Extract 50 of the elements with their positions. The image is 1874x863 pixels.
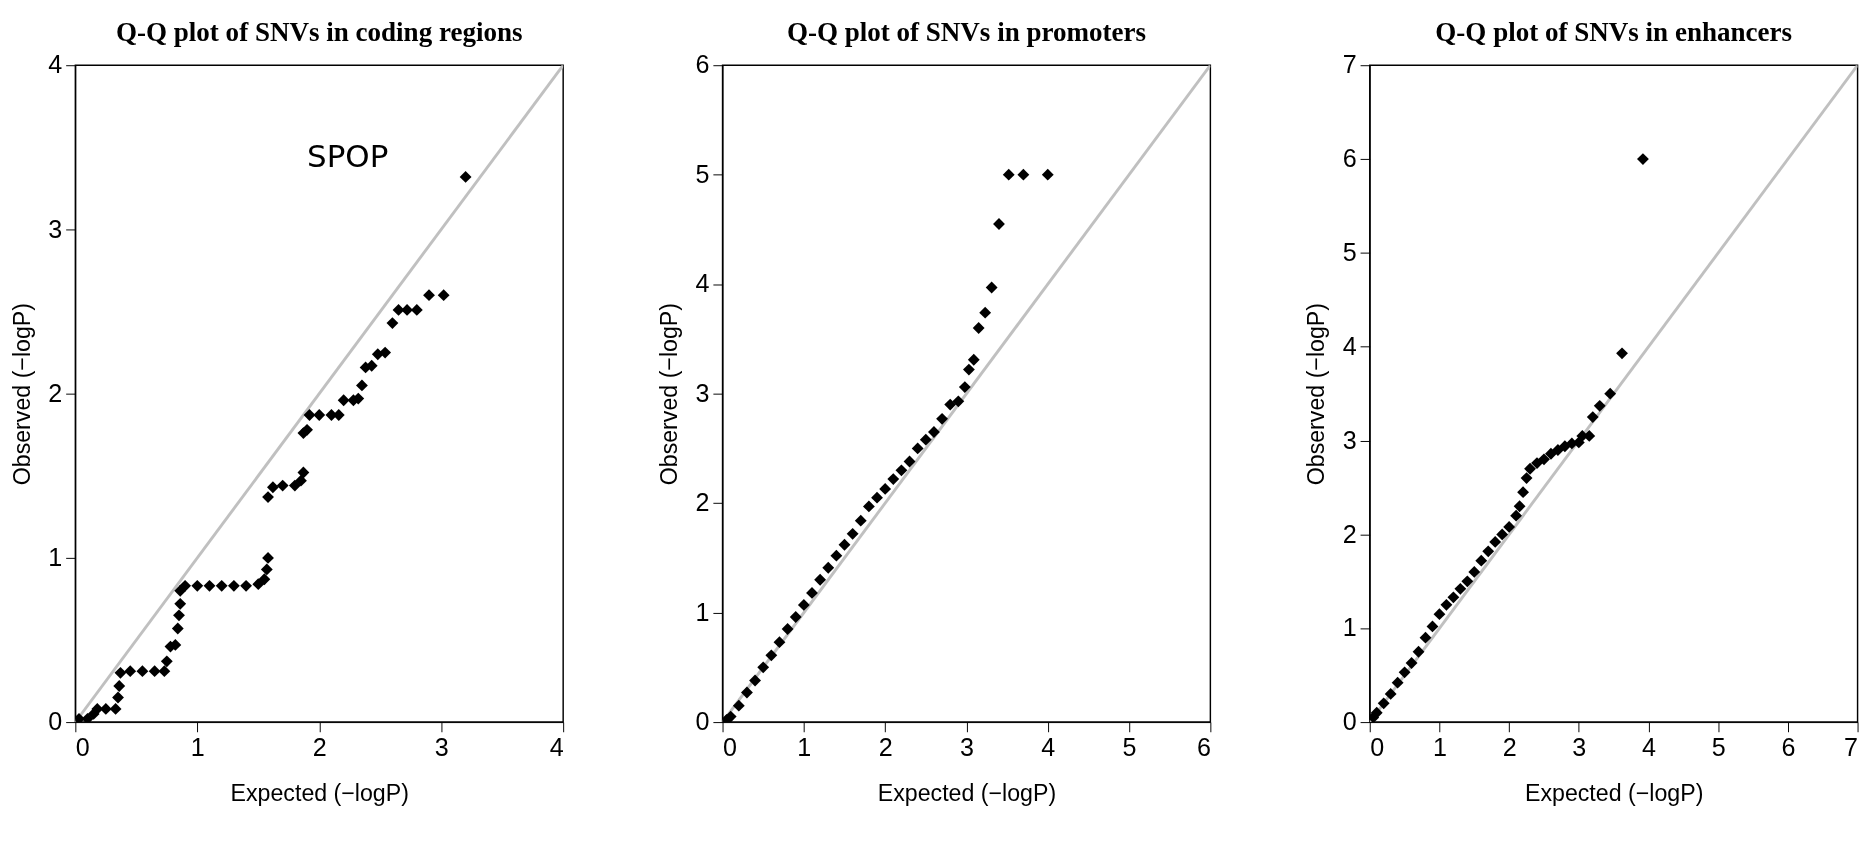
x-tick-label: 4 (1041, 733, 1056, 762)
chart-title: Q-Q plot of SNVs in promoters (786, 17, 1147, 48)
x-axis-title: Expected (−logP) (1524, 779, 1704, 806)
y-tick-label: 2 (695, 488, 710, 517)
x-tick-label: 4 (1642, 733, 1657, 762)
x-tick-label: 6 (1781, 733, 1796, 762)
annotation: SPOP (307, 138, 389, 175)
x-tick-label: 2 (1502, 733, 1517, 762)
x-tick-label: 0 (75, 733, 90, 762)
x-tick-label: 1 (797, 733, 812, 762)
chart-title: Q-Q plot of SNVs in coding regions (115, 17, 523, 48)
y-tick-label: 4 (695, 269, 710, 298)
chart-title: Q-Q plot of SNVs in enhancers (1435, 17, 1793, 48)
x-axis-title: Expected (−logP) (877, 779, 1057, 806)
y-tick-label: 1 (48, 543, 63, 572)
y-tick-label: 1 (695, 597, 710, 626)
x-tick-label: 0 (723, 733, 737, 762)
x-tick-label: 6 (1196, 733, 1211, 762)
y-tick-label: 6 (695, 50, 710, 79)
y-tick-label: 0 (695, 707, 710, 736)
y-tick-label: 6 (1342, 144, 1357, 173)
x-tick-label: 3 (434, 733, 449, 762)
y-axis-title: Observed (−logP) (8, 303, 35, 486)
x-tick-label: 5 (1122, 733, 1137, 762)
x-tick-label: 2 (878, 733, 893, 762)
x-tick-label: 1 (190, 733, 205, 762)
y-tick-label: 0 (48, 707, 63, 736)
x-tick-label: 3 (1572, 733, 1587, 762)
y-tick-label: 1 (1342, 613, 1357, 642)
y-tick-label: 3 (695, 378, 710, 407)
y-tick-label: 5 (1342, 238, 1357, 267)
x-tick-label: 3 (959, 733, 974, 762)
y-tick-label: 4 (1342, 331, 1357, 360)
x-tick-label: 2 (312, 733, 327, 762)
y-tick-label: 2 (48, 378, 63, 407)
y-tick-label: 3 (48, 214, 63, 243)
y-tick-label: 7 (1342, 50, 1357, 79)
x-tick-label: 1 (1432, 733, 1447, 762)
x-tick-label: 4 (549, 733, 564, 762)
y-tick-label: 2 (1342, 519, 1357, 548)
y-axis-title: Observed (−logP) (656, 303, 683, 486)
x-tick-label: 5 (1711, 733, 1726, 762)
x-tick-label: 0 (1370, 733, 1385, 762)
y-tick-label: 3 (1342, 425, 1357, 454)
y-tick-label: 0 (1342, 707, 1357, 736)
x-axis-title: Expected (−logP) (230, 779, 409, 806)
x-tick-label: 7 (1844, 733, 1859, 762)
y-tick-label: 5 (695, 159, 710, 188)
y-tick-label: 4 (48, 50, 63, 79)
y-axis-title: Observed (−logP) (1303, 303, 1330, 486)
